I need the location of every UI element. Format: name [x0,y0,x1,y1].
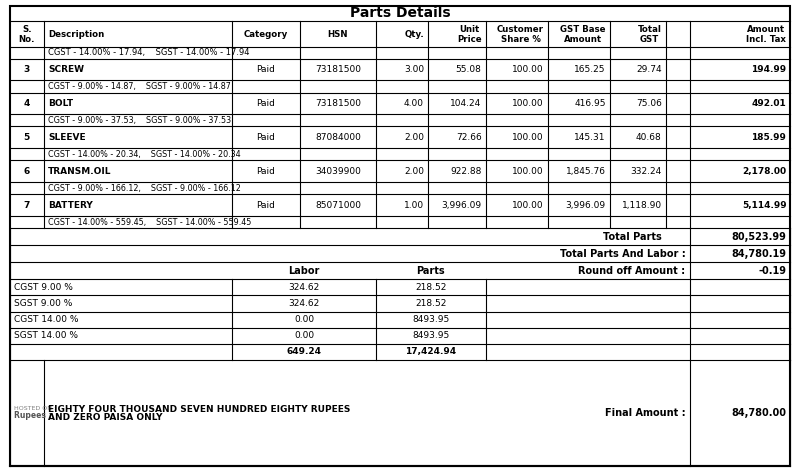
Text: 100.00: 100.00 [512,99,544,108]
Text: CGST - 14.00% - 17.94,    SGST - 14.00% - 17.94: CGST - 14.00% - 17.94, SGST - 14.00% - 1… [48,48,250,58]
Text: 4: 4 [24,99,30,108]
Text: 73181500: 73181500 [315,65,361,74]
Text: 3,996.09: 3,996.09 [566,201,606,210]
Text: 8493.95: 8493.95 [412,331,450,340]
Text: 145.31: 145.31 [574,133,606,142]
Text: BOLT: BOLT [48,99,73,108]
Text: 85071000: 85071000 [315,201,361,210]
Text: CGST - 9.00% - 166.12,    SGST - 9.00% - 166.12: CGST - 9.00% - 166.12, SGST - 9.00% - 16… [48,184,241,193]
Text: SCREW: SCREW [48,65,84,74]
Text: 922.88: 922.88 [450,167,482,176]
Text: 7: 7 [24,201,30,210]
Text: 165.25: 165.25 [574,65,606,74]
Text: 75.06: 75.06 [636,99,662,108]
Text: 104.24: 104.24 [450,99,482,108]
Text: 17,424.94: 17,424.94 [406,347,456,356]
Text: Customer
Share %: Customer Share % [497,25,544,44]
Text: Amount
Incl. Tax: Amount Incl. Tax [746,25,786,44]
Text: AND ZERO PAISA ONLY: AND ZERO PAISA ONLY [48,413,162,422]
Text: 34039900: 34039900 [315,167,361,176]
Text: 3.00: 3.00 [404,65,424,74]
Text: Labor: Labor [288,266,320,276]
Text: BATTERY: BATTERY [48,201,93,210]
Text: 29.74: 29.74 [636,65,662,74]
Text: 2,178.00: 2,178.00 [742,167,786,176]
Text: 0.00: 0.00 [294,331,314,340]
Text: Parts: Parts [417,266,445,276]
Text: 185.99: 185.99 [751,133,786,142]
Text: CGST - 14.00% - 20.34,    SGST - 14.00% - 20.34: CGST - 14.00% - 20.34, SGST - 14.00% - 2… [48,150,241,159]
Text: Final Amount :: Final Amount : [605,408,686,418]
Text: 416.95: 416.95 [574,99,606,108]
Text: 218.52: 218.52 [415,299,446,308]
Text: Parts Details: Parts Details [350,7,450,20]
Text: Paid: Paid [257,167,275,176]
Text: S.
No.: S. No. [18,25,35,44]
Text: Round off Amount :: Round off Amount : [578,266,686,276]
Text: Rupees :: Rupees : [14,411,51,420]
Text: CGST 9.00 %: CGST 9.00 % [14,283,73,292]
Text: 324.62: 324.62 [288,299,320,308]
Text: 8493.95: 8493.95 [412,315,450,324]
Text: CGST - 14.00% - 559.45,    SGST - 14.00% - 559.45: CGST - 14.00% - 559.45, SGST - 14.00% - … [48,218,251,227]
Text: HOSTED ON :: HOSTED ON : [14,406,56,411]
Text: 80,523.99: 80,523.99 [731,232,786,242]
Text: 100.00: 100.00 [512,167,544,176]
Text: CGST 14.00 %: CGST 14.00 % [14,315,78,324]
Text: 100.00: 100.00 [512,201,544,210]
Text: 194.99: 194.99 [751,65,786,74]
Text: Qty.: Qty. [404,30,424,39]
Text: GST Base
Amount: GST Base Amount [560,25,606,44]
Text: 5,114.99: 5,114.99 [742,201,786,210]
Text: TRANSM.OIL: TRANSM.OIL [48,167,111,176]
Text: Total Parts And Labor :: Total Parts And Labor : [560,249,686,259]
Text: Total
GST: Total GST [638,25,662,44]
Text: 324.62: 324.62 [288,283,320,292]
Text: 87084000: 87084000 [315,133,361,142]
Text: 649.24: 649.24 [286,347,322,356]
Text: SGST 9.00 %: SGST 9.00 % [14,299,72,308]
Text: SLEEVE: SLEEVE [48,133,86,142]
Text: 3: 3 [24,65,30,74]
Text: 72.66: 72.66 [456,133,482,142]
Text: 1,118.90: 1,118.90 [622,201,662,210]
Text: 40.68: 40.68 [636,133,662,142]
Text: 2.00: 2.00 [404,167,424,176]
Text: HSN: HSN [328,30,348,39]
Text: 1.00: 1.00 [404,201,424,210]
Text: Paid: Paid [257,65,275,74]
Text: EIGHTY FOUR THOUSAND SEVEN HUNDRED EIGHTY RUPEES: EIGHTY FOUR THOUSAND SEVEN HUNDRED EIGHT… [48,405,350,414]
Text: 100.00: 100.00 [512,133,544,142]
Text: 3,996.09: 3,996.09 [442,201,482,210]
Text: 492.01: 492.01 [752,99,786,108]
Text: Paid: Paid [257,201,275,210]
Text: 5: 5 [24,133,30,142]
Text: 0.00: 0.00 [294,315,314,324]
Text: 1,845.76: 1,845.76 [566,167,606,176]
Text: Category: Category [244,30,288,39]
Text: Paid: Paid [257,99,275,108]
Text: 100.00: 100.00 [512,65,544,74]
Text: Unit
Price: Unit Price [457,25,482,44]
Text: CGST - 9.00% - 37.53,    SGST - 9.00% - 37.53: CGST - 9.00% - 37.53, SGST - 9.00% - 37.… [48,116,231,125]
Text: Total Parts: Total Parts [603,232,662,242]
Text: SGST 14.00 %: SGST 14.00 % [14,331,78,340]
Text: 218.52: 218.52 [415,283,446,292]
Text: CGST - 9.00% - 14.87,    SGST - 9.00% - 14.87: CGST - 9.00% - 14.87, SGST - 9.00% - 14.… [48,82,231,91]
Text: 4.00: 4.00 [404,99,424,108]
Text: -0.19: -0.19 [758,266,786,276]
Text: Paid: Paid [257,133,275,142]
Text: 6: 6 [24,167,30,176]
Text: 55.08: 55.08 [456,65,482,74]
Text: 73181500: 73181500 [315,99,361,108]
Text: 332.24: 332.24 [630,167,662,176]
Text: 84,780.00: 84,780.00 [731,408,786,418]
Text: Description: Description [48,30,104,39]
Text: 2.00: 2.00 [404,133,424,142]
Text: 84,780.19: 84,780.19 [731,249,786,259]
